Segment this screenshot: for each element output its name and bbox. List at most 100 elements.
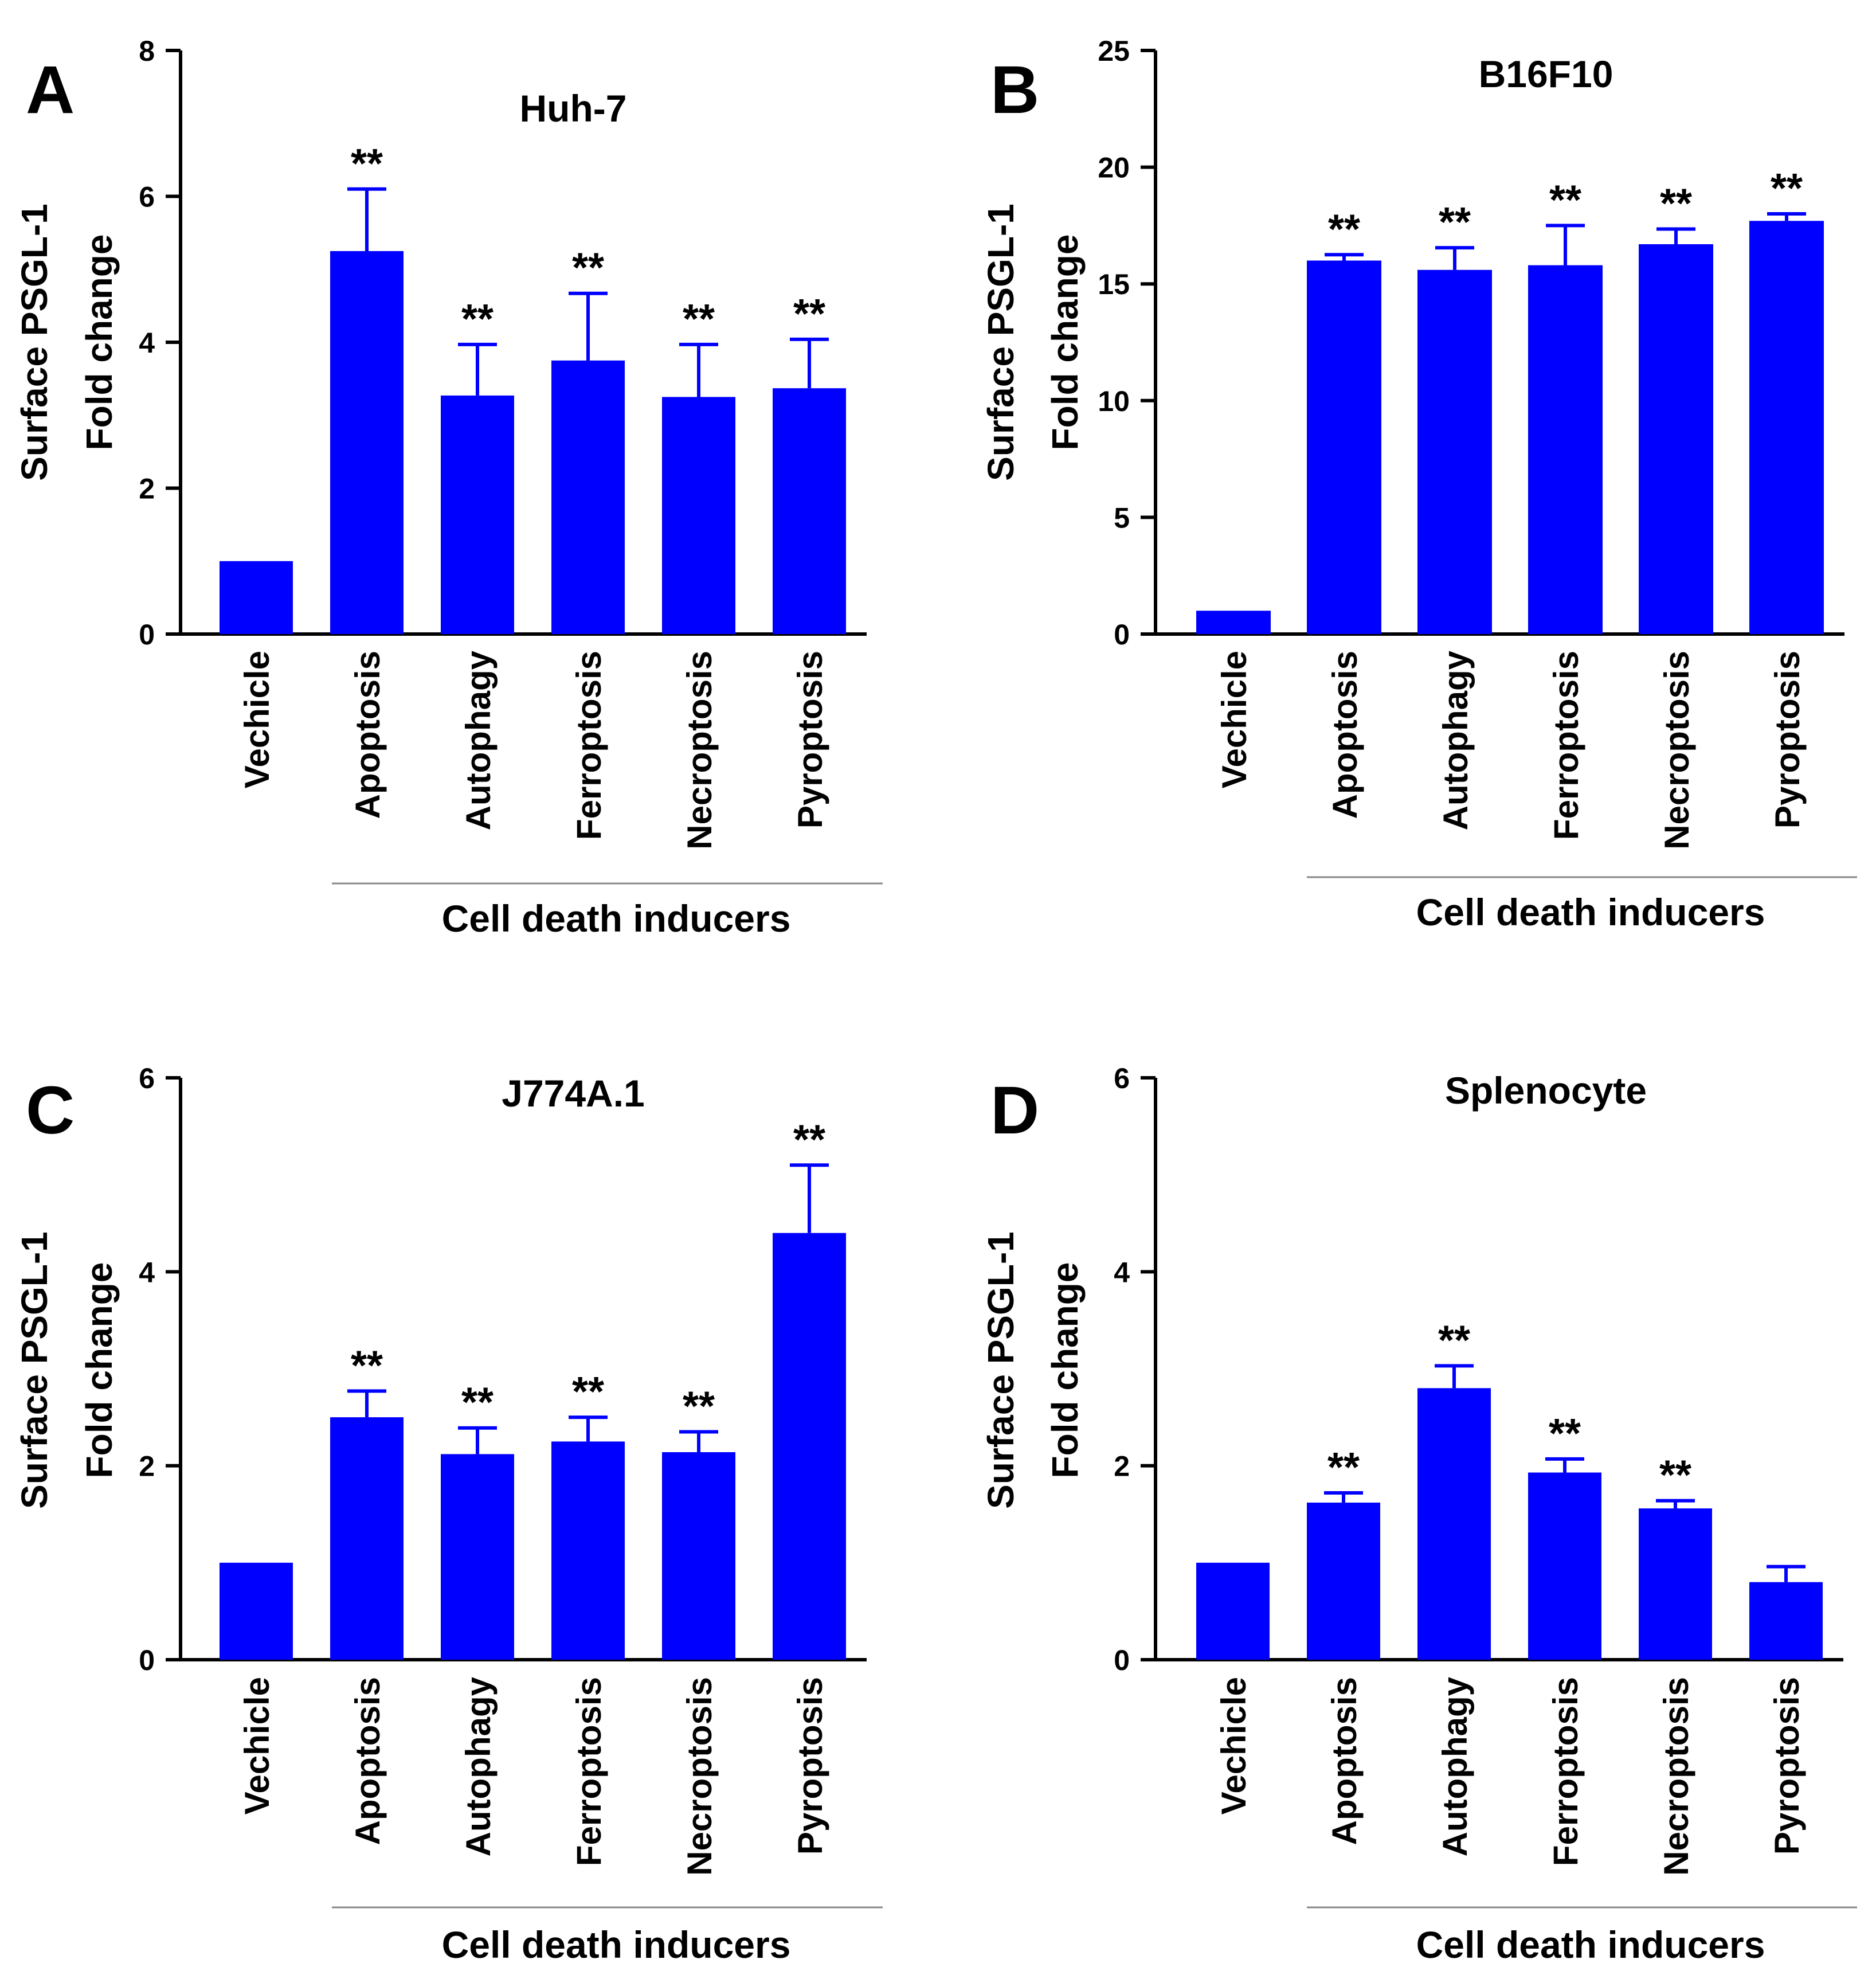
y-axis-label: Surface PSGL-1: [980, 1231, 1021, 1509]
bar-apoptosis: [1307, 260, 1381, 635]
y-tick-label: 2: [139, 473, 155, 505]
bar-pyroptosis: [773, 388, 846, 634]
panel-label: B: [990, 52, 1039, 128]
panel-label: C: [26, 1073, 75, 1148]
bar-vechicle: [1196, 1562, 1270, 1660]
y-tick-label: 8: [139, 35, 155, 67]
category-label: Ferroptosis: [1546, 1677, 1585, 1866]
category-label: Vechicle: [1215, 1677, 1253, 1815]
significance-mark: **: [1659, 1453, 1691, 1499]
bar-ferroptosis: [551, 1441, 625, 1660]
significance-mark: **: [1771, 166, 1803, 212]
bar-pyroptosis: [773, 1233, 846, 1660]
x-axis-label: Cell death inducers: [1416, 1923, 1765, 1966]
category-label: Pyroptosis: [1768, 1677, 1806, 1855]
significance-mark: **: [1328, 206, 1360, 252]
bar-vechicle: [220, 1562, 293, 1660]
category-label: Apoptosis: [1326, 651, 1364, 819]
bar-ferroptosis: [1528, 265, 1603, 634]
y-tick-label: 4: [139, 327, 155, 359]
y-axis-label: Fold change: [79, 1262, 120, 1479]
y-axis-label: Surface PSGL-1: [14, 204, 55, 481]
y-tick-label: 6: [139, 1062, 155, 1094]
category-label: Ferroptosis: [570, 1677, 608, 1866]
significance-mark: **: [793, 1117, 825, 1163]
bar-necroptosis: [662, 397, 735, 634]
bar-pyroptosis: [1749, 221, 1824, 635]
category-label: Necroptosis: [1658, 651, 1696, 850]
category-label: Pyroptosis: [791, 651, 829, 828]
category-label: Autophagy: [1436, 1676, 1474, 1856]
chart-title: B16F10: [1479, 53, 1613, 95]
panel-c: C J774A.1 Surface PSGL-1 Fold change 0 2 4 6 Vec…: [14, 1062, 883, 1966]
significance-mark: **: [683, 1383, 715, 1429]
category-label: Ferroptosis: [1547, 651, 1585, 840]
y-tick-label: 4: [1114, 1256, 1130, 1288]
x-axis-label: Cell death inducers: [1416, 891, 1765, 933]
y-tick-label: 5: [1114, 502, 1130, 534]
significance-mark: **: [1549, 177, 1581, 223]
bar-necroptosis: [662, 1452, 735, 1660]
panel-a: A Huh-7 Surface PSGL-1 Fold change 0 2 4 6 8 Vech…: [14, 35, 883, 940]
y-tick-label: 20: [1098, 152, 1130, 184]
significance-mark: **: [1660, 181, 1692, 227]
category-label: Autophagy: [1436, 650, 1475, 830]
y-tick-label: 0: [139, 619, 155, 651]
y-tick-label: 2: [1114, 1450, 1130, 1483]
significance-mark: **: [1438, 1317, 1470, 1363]
category-label: Ferroptosis: [570, 651, 608, 840]
significance-mark: **: [1549, 1411, 1581, 1457]
bar-necroptosis: [1639, 244, 1713, 634]
bar-vechicle: [220, 561, 293, 634]
chart-title: Splenocyte: [1445, 1069, 1647, 1112]
bar-necroptosis: [1639, 1508, 1712, 1660]
panel-d: D Splenocyte Surface PSGL-1 Fold change 0 2 4 6…: [980, 1062, 1857, 1966]
y-tick-label: 6: [1114, 1062, 1130, 1094]
bar-autophagy: [441, 1454, 514, 1660]
category-label: Necroptosis: [680, 1677, 719, 1876]
category-label: Apoptosis: [348, 1677, 387, 1845]
panel-label: A: [26, 52, 75, 128]
y-tick-label: 0: [1114, 1644, 1130, 1676]
bar-apoptosis: [330, 251, 404, 634]
y-tick-label: 0: [1114, 619, 1130, 651]
bar-ferroptosis: [551, 360, 625, 634]
bar-apoptosis: [330, 1417, 404, 1660]
category-label: Apoptosis: [348, 651, 387, 819]
y-axis-label: Surface PSGL-1: [14, 1231, 55, 1509]
bar-vechicle: [1196, 611, 1271, 634]
significance-mark: **: [1327, 1445, 1360, 1491]
category-label: Vechicle: [238, 651, 276, 788]
bar-pyroptosis: [1749, 1582, 1823, 1660]
category-label: Apoptosis: [1325, 1677, 1364, 1845]
chart-title: Huh-7: [520, 87, 627, 130]
category-label: Vechicle: [1215, 651, 1254, 788]
significance-mark: **: [793, 291, 825, 337]
category-label: Autophagy: [459, 1676, 498, 1856]
category-label: Necroptosis: [680, 651, 719, 850]
y-tick-label: 10: [1098, 385, 1130, 417]
y-axis-label: Fold change: [1044, 234, 1086, 451]
category-label: Necroptosis: [1657, 1677, 1695, 1876]
category-label: Autophagy: [459, 650, 498, 830]
y-tick-label: 25: [1098, 35, 1130, 67]
y-tick-label: 0: [139, 1644, 155, 1676]
y-tick-label: 4: [139, 1256, 155, 1288]
significance-mark: **: [461, 296, 494, 342]
y-axis-label: Fold change: [1044, 1262, 1086, 1479]
significance-mark: **: [572, 1369, 604, 1415]
panel-b: B B16F10 Surface PSGL-1 Fold change 0 5 10 15 20…: [980, 35, 1857, 933]
panel-label: D: [990, 1073, 1039, 1148]
significance-mark: **: [351, 141, 383, 187]
bar-autophagy: [1417, 1388, 1491, 1660]
chart-title: J774A.1: [502, 1072, 645, 1114]
category-label: Pyroptosis: [1768, 651, 1807, 828]
category-label: Pyroptosis: [791, 1677, 829, 1855]
y-tick-label: 15: [1098, 268, 1130, 300]
significance-mark: **: [683, 296, 715, 342]
x-axis-label: Cell death inducers: [442, 897, 791, 940]
bar-apoptosis: [1307, 1502, 1380, 1660]
y-axis-label: Fold change: [79, 234, 120, 451]
bar-autophagy: [1417, 269, 1492, 634]
